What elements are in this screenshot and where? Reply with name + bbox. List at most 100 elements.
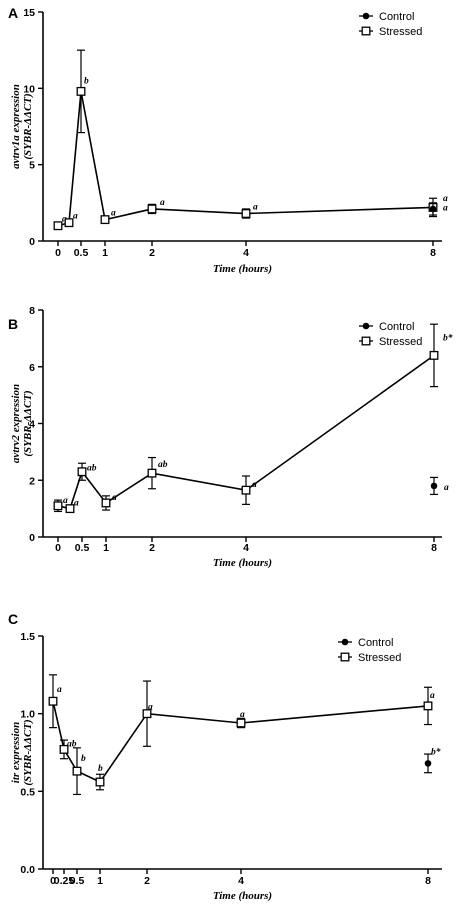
control-significance-label: b* (431, 746, 441, 757)
stressed-significance-label: ab (67, 739, 77, 749)
panel-letter: C (8, 611, 18, 627)
stressed-data-point (95, 777, 105, 787)
stressed-significance-label: a (430, 691, 435, 701)
stressed-significance-label: a (62, 215, 67, 225)
x-tick-label: 1 (103, 542, 109, 554)
stressed-series-line (57, 91, 434, 227)
x-tick-label: 8 (430, 247, 436, 259)
stressed-data-point (423, 701, 433, 711)
legend-stressed-marker (361, 26, 371, 36)
y-tick-label: 0 (29, 236, 35, 248)
y-tick-label: 0 (29, 532, 35, 544)
x-tick-label: 0.5 (75, 542, 90, 554)
legend-stressed-label: Stressed (358, 652, 401, 664)
stressed-significance-label: a (160, 198, 165, 208)
y-tick-label: 6 (29, 362, 35, 374)
stressed-significance-label: a (57, 685, 62, 695)
stressed-significance-label: a (63, 496, 68, 506)
stressed-significance-label: a (112, 493, 117, 503)
stressed-data-point (429, 350, 439, 360)
legend-control-label: Control (358, 637, 393, 649)
control-significance-label: a (444, 483, 449, 493)
y-tick-label: 4 (29, 419, 35, 431)
stressed-data-point (48, 696, 58, 706)
x-tick-label: 0 (55, 247, 61, 259)
stressed-data-point (64, 218, 74, 228)
x-tick-label: 0.5 (74, 247, 89, 259)
y-tick-label: 1.5 (20, 631, 35, 643)
legend-stressed-label: Stressed (379, 26, 422, 38)
stressed-data-point (241, 209, 251, 218)
panel-a: A 0 5 10 15 0 0.5 1 2 4 8 Time (hours) avtrv1a expre… (8, 5, 448, 275)
legend-control-label: Control (379, 11, 414, 23)
x-tick-label: 0 (55, 542, 61, 554)
stressed-significance-label: b* (443, 332, 453, 343)
legend-stressed-label: Stressed (379, 336, 422, 348)
x-tick-label: 0.5 (70, 875, 85, 887)
y-axis-title-unit: (SYBR-ΔΔCT) (22, 390, 34, 456)
x-tick-label: 1 (97, 875, 103, 887)
y-tick-label: 0.0 (20, 864, 35, 876)
y-tick-label: 0.5 (20, 786, 35, 798)
y-axis-title-unit: (SYBR-ΔΔCT) (22, 719, 34, 785)
stressed-data-point (236, 718, 246, 728)
x-tick-label: 2 (144, 875, 150, 887)
stressed-data-point (65, 504, 75, 514)
y-tick-label: 15 (23, 7, 35, 19)
stressed-data-point (142, 709, 152, 719)
y-tick-label: 5 (29, 160, 35, 172)
y-tick-label: 10 (23, 83, 35, 95)
y-axis-title: avtrv1a expression (10, 84, 22, 169)
legend-control-marker (341, 638, 349, 646)
stressed-significance-label: a (148, 703, 153, 713)
x-tick-label: 0.25 (54, 875, 75, 887)
stressed-data-point (53, 221, 63, 231)
y-axis-title: itr expression (10, 722, 22, 783)
y-tick-label: 1.0 (20, 709, 35, 721)
y-axis-title: avtrv2 expression (10, 384, 22, 463)
stressed-significance-label: a (443, 203, 448, 213)
x-tick-label: 2 (149, 247, 155, 259)
control-data-point (429, 205, 437, 213)
legend-control-marker (362, 322, 370, 330)
stressed-significance-label: a (73, 212, 78, 222)
stressed-data-point (59, 744, 69, 754)
control-data-point (430, 482, 438, 490)
stressed-significance-label: b (84, 76, 89, 86)
x-axis-title: Time (hours) (213, 263, 272, 275)
legend-stressed-marker (361, 336, 371, 346)
stressed-data-point (147, 204, 157, 214)
legend-control-marker (362, 12, 370, 20)
stressed-significance-label: b (98, 764, 103, 774)
x-tick-label: 4 (243, 247, 249, 259)
stressed-significance-label: a (74, 499, 79, 509)
stressed-data-point (100, 215, 110, 225)
stressed-significance-label: a (240, 710, 245, 720)
legend-control-label: Control (379, 321, 414, 333)
x-tick-label: 4 (243, 542, 249, 554)
x-tick-label: 1 (102, 247, 108, 259)
control-data-point (424, 760, 432, 767)
y-tick-label: 2 (29, 475, 35, 487)
stressed-significance-label: ab (158, 460, 168, 470)
y-axis-title-unit: (SYBR-ΔΔCT) (22, 93, 34, 159)
stressed-data-point (101, 498, 111, 508)
stressed-significance-label: a (111, 209, 116, 219)
stressed-data-point (147, 468, 157, 478)
panel-letter: B (8, 316, 18, 332)
x-tick-label: 2 (149, 542, 155, 554)
x-tick-label: 8 (425, 875, 431, 887)
x-axis-title: Time (hours) (213, 890, 272, 902)
panel-letter: A (8, 5, 18, 21)
stressed-data-point (241, 485, 251, 495)
stressed-significance-label: ab (87, 464, 97, 474)
stressed-data-point (77, 467, 87, 477)
x-tick-label: 8 (431, 542, 437, 554)
stressed-significance-label: a (253, 203, 258, 213)
stressed-data-point (53, 501, 63, 511)
x-tick-label: 4 (238, 875, 244, 887)
legend-stressed-marker (340, 652, 350, 662)
x-axis-title: Time (hours) (213, 557, 272, 569)
